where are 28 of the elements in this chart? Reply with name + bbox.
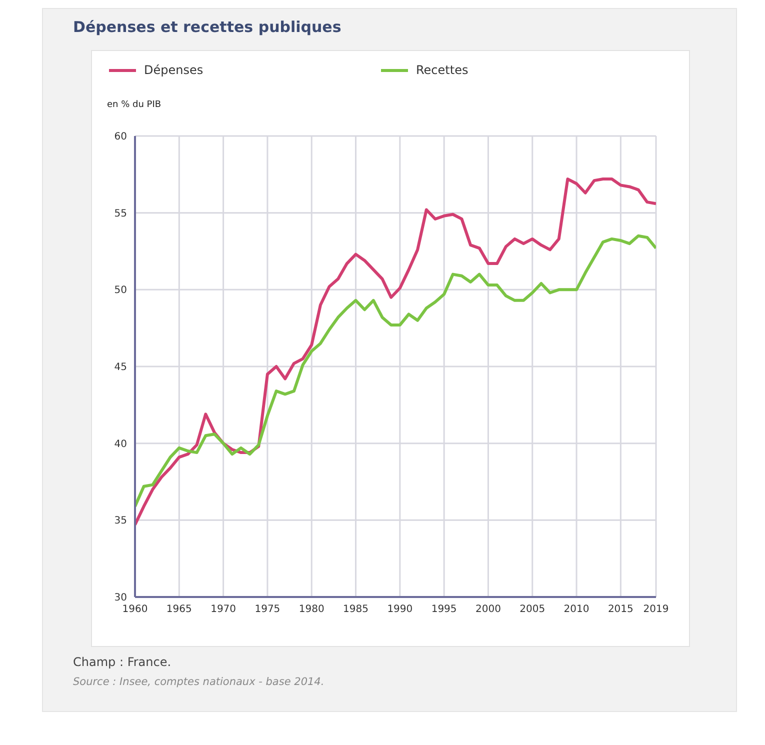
x-tick-label: 1990 <box>387 604 413 616</box>
y-tick-label: 40 <box>114 438 127 450</box>
x-tick-label: 2019 <box>643 604 669 616</box>
y-tick-label: 30 <box>114 592 127 604</box>
y-tick-label: 60 <box>114 132 127 143</box>
x-tick-label: 1960 <box>122 604 148 616</box>
x-tick-label: 1995 <box>431 604 457 616</box>
y-tick-label: 35 <box>114 516 127 527</box>
x-tick-label: 2015 <box>608 604 634 616</box>
legend-label: Dépenses <box>144 63 204 77</box>
x-tick-label: 2010 <box>564 604 590 616</box>
line-series <box>135 178 656 526</box>
y-tick-label: 45 <box>114 362 127 374</box>
text: Champ : France. <box>73 655 172 669</box>
x-tick-label: 2005 <box>520 604 546 616</box>
legend-label: Recettes <box>416 63 468 77</box>
x-tick-label: 1965 <box>166 604 192 616</box>
x-tick-label: 1985 <box>343 604 368 616</box>
x-tick-label: 2000 <box>475 604 501 616</box>
y-tick-label: 55 <box>114 208 127 220</box>
x-tick-label: 1970 <box>210 604 236 616</box>
x-tick-label: 1980 <box>298 604 324 616</box>
y-tick-label: 50 <box>114 285 127 296</box>
line-series <box>135 234 656 508</box>
chart-title: Dépenses et recettes publiques <box>73 18 342 36</box>
y-axis-title: en % du PIB <box>107 100 162 110</box>
source-note: Source : Insee, comptes nationaux - base 2014. <box>73 676 324 688</box>
x-tick-label: 1975 <box>254 604 280 616</box>
